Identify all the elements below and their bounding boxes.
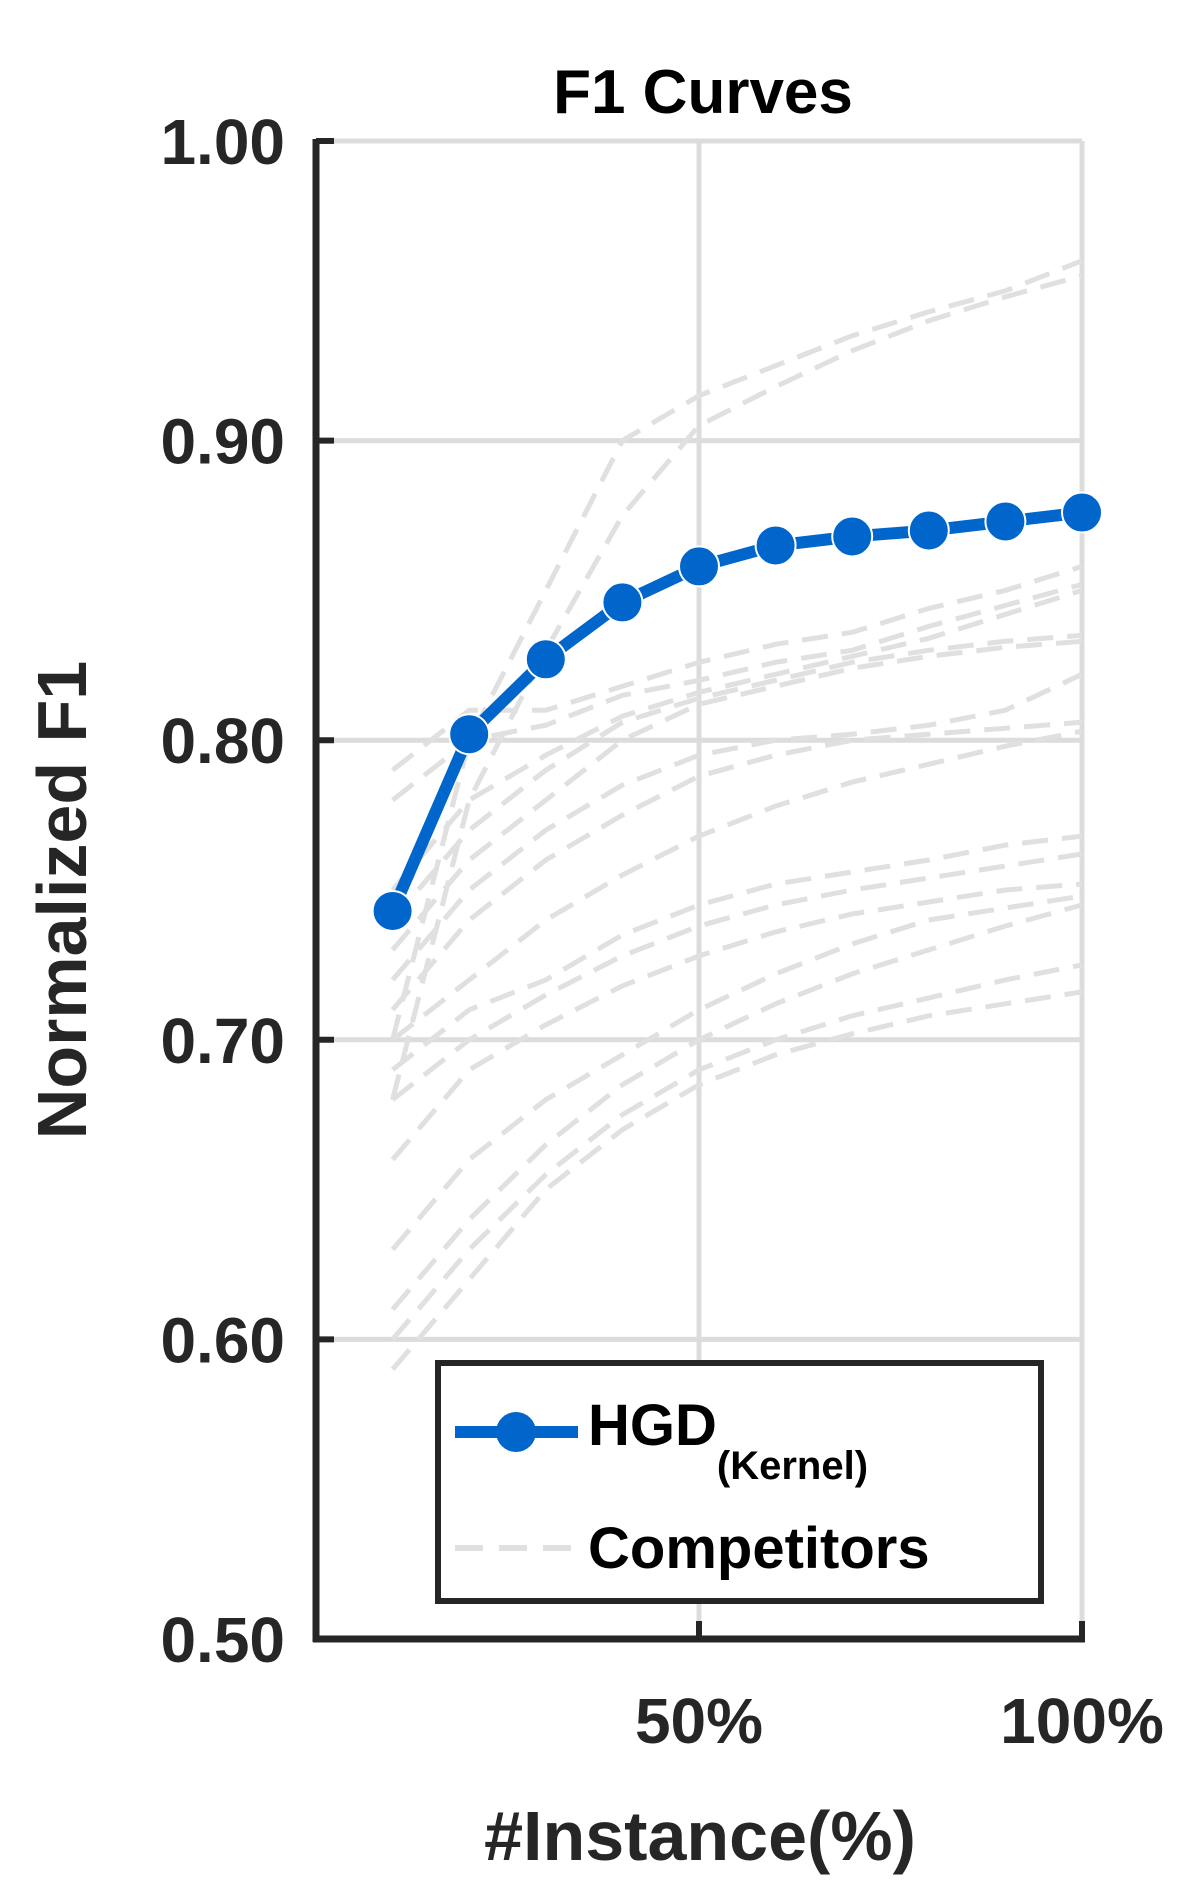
x-tick-label: 50% [635,1685,763,1757]
hgd-point [984,500,1027,543]
legend-competitors-label: Competitors [588,1516,930,1581]
hgd-point [448,713,491,756]
legend-box [435,1360,1044,1604]
axes [312,138,1085,1643]
competitor-line [390,881,1083,1162]
hgd-point [831,515,874,558]
competitor-lines [390,258,1084,1372]
competitor-line [391,728,1083,1042]
hgd-point [524,638,567,681]
competitor-line [390,719,1083,1012]
hgd-line [387,506,1083,914]
hgd-point [678,545,720,588]
competitor-line [391,564,1083,773]
competitor-line [390,273,1083,1101]
x-axis-label: #Instance(%) [484,1797,916,1875]
legend-hgd-marker [496,1412,536,1452]
y-tick-label: 0.50 [160,1604,285,1676]
competitor-line [390,902,1083,1312]
competitor-line [391,851,1083,1102]
y-axis-label: Normalized F1 [23,661,101,1139]
hgd-point [754,524,797,567]
hgd-series [371,491,1103,932]
y-tick-label: 0.90 [160,406,285,478]
hgd-point [601,581,644,624]
grid-lines [316,138,1085,1639]
x-tick-labels: 50% 100% [635,1685,1164,1757]
x-tick-label: 100% [1000,1685,1164,1757]
y-tick-label: 0.70 [160,1005,285,1077]
y-tick-label: 1.00 [160,106,285,178]
hgd-point [371,889,414,932]
legend: HGD(Kernel) Competitors [435,1360,1044,1604]
legend-hgd-subscript: (Kernel) [717,1444,868,1488]
competitor-line [390,672,1084,982]
competitor-line [390,588,1083,892]
competitor-line [391,581,1083,803]
competitor-line [390,989,1083,1372]
competitor-line [390,962,1083,1342]
competitor-line [390,258,1083,1041]
hgd-point [1061,491,1103,534]
legend-hgd-name: HGD [588,1393,717,1458]
hgd-point [907,509,950,552]
competitor-line [390,632,1083,922]
y-tick-labels: 0.50 0.60 0.70 0.80 0.90 1.00 [160,106,285,1676]
y-tick-label: 0.80 [160,705,285,777]
competitor-line [391,833,1083,1072]
competitor-line [390,893,1083,1252]
y-tick-label: 0.60 [160,1304,285,1376]
competitor-line [390,638,1083,952]
chart-title: F1 Curves [553,58,853,127]
legend-hgd-label: HGD(Kernel) [588,1393,868,1488]
